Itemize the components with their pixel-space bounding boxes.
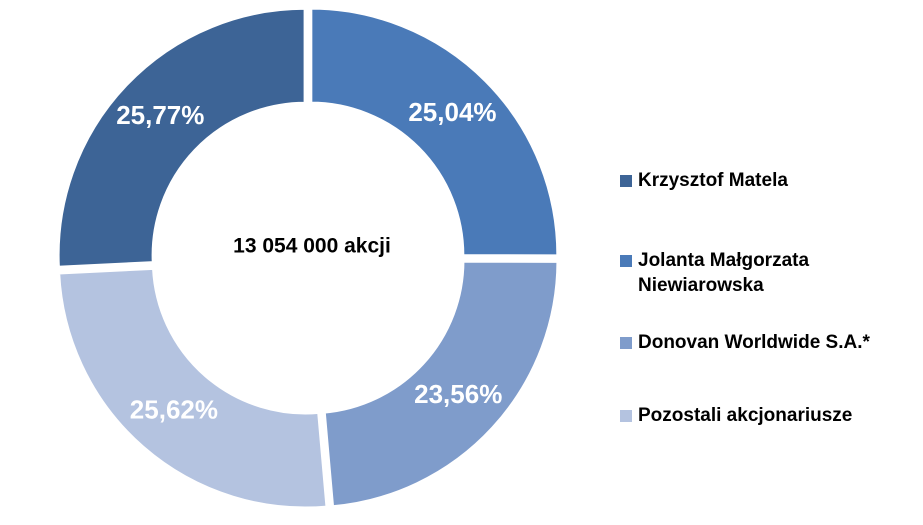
value-label: 23,56% xyxy=(414,379,502,409)
legend-item: Donovan Worldwide S.A.* xyxy=(620,330,910,355)
donut-segment xyxy=(309,6,560,258)
donut-segment xyxy=(57,266,329,510)
legend-item: Pozostali akcjonariusze xyxy=(620,403,910,428)
value-label: 25,77% xyxy=(116,100,204,130)
legend-label: Krzysztof Matela xyxy=(638,170,788,191)
donut-segment xyxy=(322,259,560,509)
center-label: 13 054 000 akcji xyxy=(233,235,391,258)
legend-swatch xyxy=(620,410,632,422)
legend-item: Jolanta Małgorzata Niewiarowska xyxy=(620,248,910,298)
legend-swatch xyxy=(620,255,632,267)
legend-label: Pozostali akcjonariusze xyxy=(638,405,853,426)
donut-segment xyxy=(56,6,307,269)
legend-swatch xyxy=(620,337,632,349)
value-label: 25,62% xyxy=(130,395,218,425)
legend-swatch xyxy=(620,175,632,187)
legend-item: Krzysztof Matela xyxy=(620,168,910,193)
value-label: 25,04% xyxy=(408,97,496,127)
legend-label: Donovan Worldwide S.A.* xyxy=(638,332,870,353)
legend-label: Jolanta Małgorzata Niewiarowska xyxy=(638,250,810,296)
